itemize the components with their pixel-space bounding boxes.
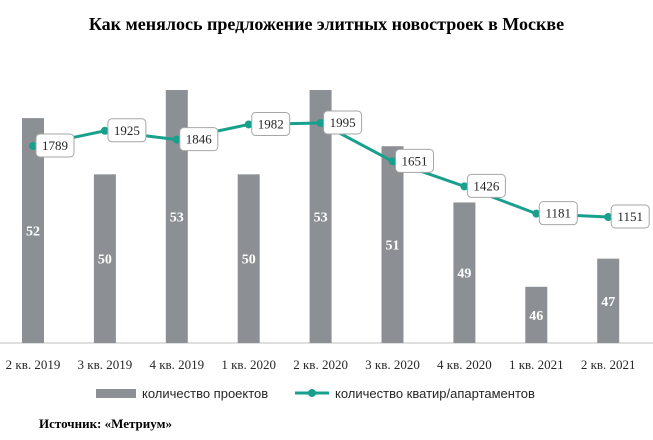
line-value-label: 1426: [473, 178, 500, 193]
legend-label-line: количество кватир/апартаментов: [335, 386, 535, 401]
line-value-label: 1789: [42, 138, 68, 153]
legend-swatch-bars: [96, 389, 136, 398]
line-point: [460, 182, 469, 191]
bar-series: 52 50 53 50 53 51 49 46 47: [22, 90, 620, 343]
bar-value-label: 49: [457, 267, 471, 282]
bar-value-label: 50: [98, 253, 112, 268]
x-tick-label: 2 кв. 2021: [581, 357, 636, 372]
chart-title: Как менялось предложение элитных новостр…: [88, 14, 565, 34]
x-tick-label: 4 кв. 2019: [149, 357, 204, 372]
line-series: 1789 1925 1846 1982 1995 1651 1426 1181 1151: [29, 110, 650, 229]
bar: [22, 118, 44, 343]
bar-value-label: 50: [242, 253, 256, 268]
line-value-label: 1151: [617, 209, 643, 224]
bar: [165, 90, 188, 343]
line-point: [29, 141, 37, 150]
x-tick-label: 2 кв. 2019: [6, 357, 61, 372]
line-point: [316, 119, 325, 127]
bar: [93, 174, 116, 343]
legend: количество проектов количество кватир/апа…: [96, 386, 535, 401]
line-value-box: [395, 148, 434, 173]
line-value-label: 1982: [258, 116, 284, 131]
bar-value-label: 46: [529, 309, 543, 324]
bar-value-label: 47: [601, 295, 615, 310]
bar-value-label: 53: [314, 211, 328, 226]
line-value-box: [323, 110, 363, 135]
bar: [453, 202, 476, 343]
bar-value-label: 52: [26, 225, 40, 240]
line-value-label: 1181: [546, 206, 572, 221]
x-tick-label: 3 кв. 2020: [365, 357, 420, 372]
line-value-box: [35, 133, 75, 158]
x-tick-label: 1 кв. 2021: [509, 357, 564, 372]
line-value-label: 1651: [402, 153, 428, 168]
line-value-box: [466, 173, 506, 198]
bar: [381, 146, 404, 343]
line-point: [172, 135, 181, 144]
line-point: [244, 120, 253, 129]
legend-marker-line: [308, 389, 316, 397]
line-point: [532, 209, 541, 218]
line-point: [388, 157, 397, 166]
line-value-label: 1925: [114, 123, 140, 138]
line-value-box: [610, 204, 650, 229]
x-axis-ticks: 2 кв. 2019 3 кв. 2019 4 кв. 2019 1 кв. 2020…: [6, 357, 636, 372]
line-point: [100, 126, 109, 135]
bar: [237, 174, 260, 343]
legend-label-bars: количество проектов: [142, 386, 268, 401]
x-tick-label: 1 кв. 2020: [221, 357, 276, 372]
line-value-box: [251, 111, 291, 136]
x-tick-label: 4 кв. 2020: [437, 357, 492, 372]
bar-value-label: 51: [386, 239, 400, 254]
bar: [597, 258, 620, 343]
bar: [525, 286, 548, 343]
line-point: [604, 213, 613, 221]
bar: [309, 90, 332, 343]
line-value-box: [107, 118, 147, 143]
line-value-box: [179, 127, 219, 152]
line-value-label: 1846: [186, 132, 213, 147]
line-value-box: [538, 201, 578, 226]
x-tick-label: 2 кв. 2020: [293, 357, 348, 372]
source-note: Источник: «Метриум»: [39, 416, 172, 431]
bar-value-label: 53: [170, 211, 184, 226]
line-value-label: 1995: [330, 115, 356, 130]
x-tick-label: 3 кв. 2019: [78, 357, 133, 372]
